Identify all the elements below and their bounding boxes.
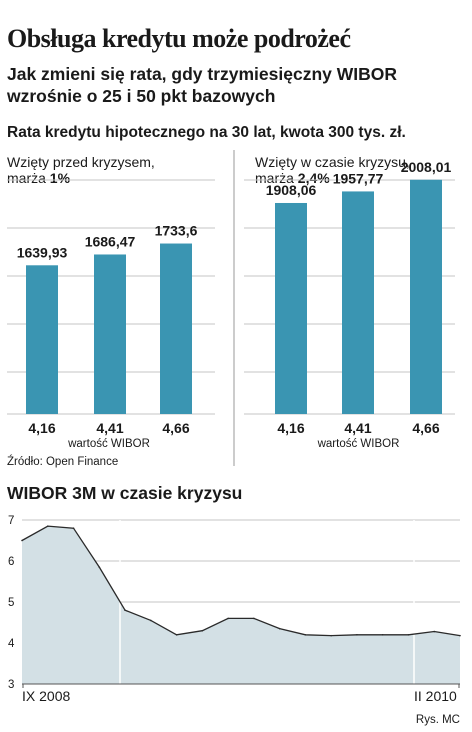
left-bar bbox=[160, 243, 192, 414]
x-start-label: IX 2008 bbox=[22, 688, 71, 704]
y-tick-label: 6 bbox=[8, 556, 14, 568]
y-tick-label: 4 bbox=[8, 638, 15, 650]
wibor-data-point bbox=[175, 634, 178, 636]
right-bar bbox=[275, 202, 307, 414]
wibor-area-chart: 3 4 5 6 7 bbox=[8, 515, 461, 688]
wibor-data-point bbox=[304, 634, 307, 636]
credit: Rys. MC bbox=[415, 714, 460, 726]
wibor-chart-title: WIBOR 3M w czasie kryzysu bbox=[7, 483, 243, 503]
right-category-label: 4,66 bbox=[412, 420, 439, 436]
wibor-data-point bbox=[201, 629, 204, 632]
right-bar bbox=[342, 191, 374, 414]
left-category-label: 4,41 bbox=[96, 420, 123, 436]
left-caption-prefix: marża bbox=[7, 170, 50, 186]
y-tick-label: 7 bbox=[8, 515, 14, 527]
right-bar bbox=[410, 179, 442, 414]
wibor-data-point bbox=[46, 525, 49, 527]
right-bar-value-label: 1957,77 bbox=[333, 170, 384, 186]
left-caption-line1: Wzięty przed kryzysem, bbox=[7, 154, 155, 170]
wibor-data-point bbox=[98, 566, 101, 568]
wibor-series-line bbox=[21, 525, 461, 637]
chart-heading: Rata kredytu hipotecznego na 30 lat, kwo… bbox=[7, 124, 406, 141]
wibor-data-point bbox=[356, 634, 358, 636]
left-bar-value-label: 1639,93 bbox=[17, 244, 68, 260]
left-panel-caption: Wzięty przed kryzysem, marża 1% bbox=[7, 154, 155, 186]
source-note: Źródło: Open Finance bbox=[7, 456, 119, 468]
wibor-data-point bbox=[253, 617, 255, 620]
wibor-data-point bbox=[459, 634, 461, 637]
headline: Obsługa kredytu może podrożeć bbox=[7, 24, 351, 53]
right-panel-caption: Wzięty w czasie kryzysu, marża 2,4% bbox=[255, 154, 410, 186]
right-caption-line1: Wzięty w czasie kryzysu, bbox=[255, 154, 410, 170]
subheadline: Jak zmieni się rata, gdy trzymiesięczny … bbox=[7, 64, 398, 106]
bar-charts: 1639,93 4,16 1686,47 4,41 1733,6 4,66 wartość … bbox=[7, 150, 455, 466]
wibor-data-point bbox=[407, 634, 410, 636]
right-caption-margin: 2,4% bbox=[297, 170, 330, 186]
wibor-data-point bbox=[227, 617, 229, 620]
wibor-data-point bbox=[278, 627, 281, 630]
right-category-label: 4,41 bbox=[344, 420, 371, 436]
left-x-axis-label: wartość WIBOR bbox=[67, 438, 150, 450]
right-category-label: 4,16 bbox=[277, 420, 304, 436]
y-tick-label: 3 bbox=[8, 679, 14, 688]
x-end-label: II 2010 bbox=[414, 688, 457, 704]
wibor-area-fill bbox=[22, 526, 460, 684]
left-caption-margin: 1% bbox=[49, 170, 71, 186]
wibor-data-point bbox=[381, 634, 384, 636]
left-caption-line2: marża 1% bbox=[7, 170, 155, 186]
right-bar-value-label: 2008,01 bbox=[401, 159, 452, 175]
wibor-data-point bbox=[150, 619, 152, 622]
left-bar-value-label: 1733,6 bbox=[155, 223, 198, 239]
wibor-data-point bbox=[21, 539, 23, 542]
left-bar bbox=[26, 265, 58, 414]
right-caption-line2: marża 2,4% bbox=[255, 170, 410, 186]
y-tick-label: 5 bbox=[8, 597, 14, 609]
left-category-label: 4,16 bbox=[28, 420, 55, 436]
right-bar-value-label: 1908,06 bbox=[266, 182, 317, 198]
wibor-data-point bbox=[124, 609, 126, 611]
left-category-label: 4,66 bbox=[162, 420, 189, 436]
wibor-data-point bbox=[330, 634, 332, 637]
left-bar bbox=[94, 254, 126, 414]
right-caption-prefix: marża bbox=[255, 170, 298, 186]
wibor-data-point bbox=[72, 527, 75, 529]
left-bar-value-label: 1686,47 bbox=[85, 233, 136, 249]
wibor-data-point bbox=[433, 630, 436, 633]
right-x-axis-label: wartość WIBOR bbox=[317, 438, 400, 450]
